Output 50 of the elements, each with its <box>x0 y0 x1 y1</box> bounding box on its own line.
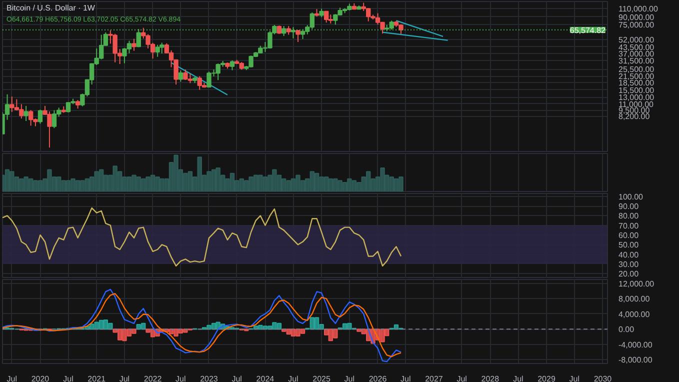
y-tick-label: 13,000.00 <box>618 93 655 102</box>
chart-title: Bitcoin / U.S. Dollar · 1W <box>6 4 96 12</box>
x-tick-label: 2027 <box>425 374 444 382</box>
y-tick-label: 8,000.00 <box>618 294 650 304</box>
y-tick-label: 75,000.00 <box>618 20 655 30</box>
x-tick-label: Jul <box>288 374 299 382</box>
y-tick-label: 30.00 <box>618 260 640 269</box>
x-tick-label: Jul <box>232 374 242 382</box>
y-tick-label: 4,000.00 <box>618 310 650 319</box>
y-tick-label: 70.00 <box>618 221 640 230</box>
y-tick-label: 40.00 <box>618 250 640 260</box>
y-tick-label: 31,500.00 <box>618 56 655 66</box>
y-tick-label: 25,500.00 <box>618 65 655 74</box>
x-tick-label: Jul <box>569 374 580 382</box>
y-tick-label: 90.00 <box>618 202 640 212</box>
y-tick-label: 43,500.00 <box>618 42 655 52</box>
y-tick-label: 52,000.00 <box>618 36 655 45</box>
x-tick-label: 2030 <box>594 374 612 382</box>
y-tick-label: -4,000.00 <box>618 340 653 350</box>
x-tick-label: Jul <box>119 374 130 382</box>
x-tick-label: 2023 <box>200 374 218 382</box>
x-tick-label: Jul <box>63 374 74 382</box>
x-tick-label: 2025 <box>312 374 331 382</box>
y-tick-label: 15,500.00 <box>618 86 655 95</box>
y-tick-label: 12,000.00 <box>618 279 655 288</box>
x-tick-label: 2021 <box>88 374 106 382</box>
y-tick-label: 37,000.00 <box>618 50 655 59</box>
x-tick-label: Jul <box>513 374 524 382</box>
x-tick-label: Jul <box>6 374 18 382</box>
y-tick-label: 90,000.00 <box>618 12 655 22</box>
y-tick-label: 20.00 <box>618 270 640 279</box>
y-tick-label: 60.00 <box>618 231 640 240</box>
y-tick-label: 11,000.00 <box>618 100 654 109</box>
y-tick-label: 100.00 <box>618 192 644 202</box>
y-tick-label: 110,000.00 <box>618 4 658 14</box>
x-tick-label: 2022 <box>144 374 162 382</box>
x-tick-label: 2024 <box>256 374 275 382</box>
ref-line-label: 65,574.82 <box>570 26 606 35</box>
x-tick-label: Jul <box>344 374 355 382</box>
x-tick-label: Jul <box>400 374 411 382</box>
x-tick-label: 2028 <box>481 374 500 382</box>
x-tick-label: 2026 <box>368 374 388 382</box>
y-tick-label: -8,000.00 <box>618 356 653 365</box>
x-tick-label: 2029 <box>538 374 556 382</box>
y-tick-label: 80.00 <box>618 212 640 221</box>
y-tick-label: 0.00 <box>618 325 635 334</box>
x-tick-label: 2020 <box>31 374 50 382</box>
x-tick-label: Jul <box>176 374 186 382</box>
y-tick-label: 50.00 <box>618 240 640 250</box>
x-tick-label: Jul <box>456 374 468 382</box>
